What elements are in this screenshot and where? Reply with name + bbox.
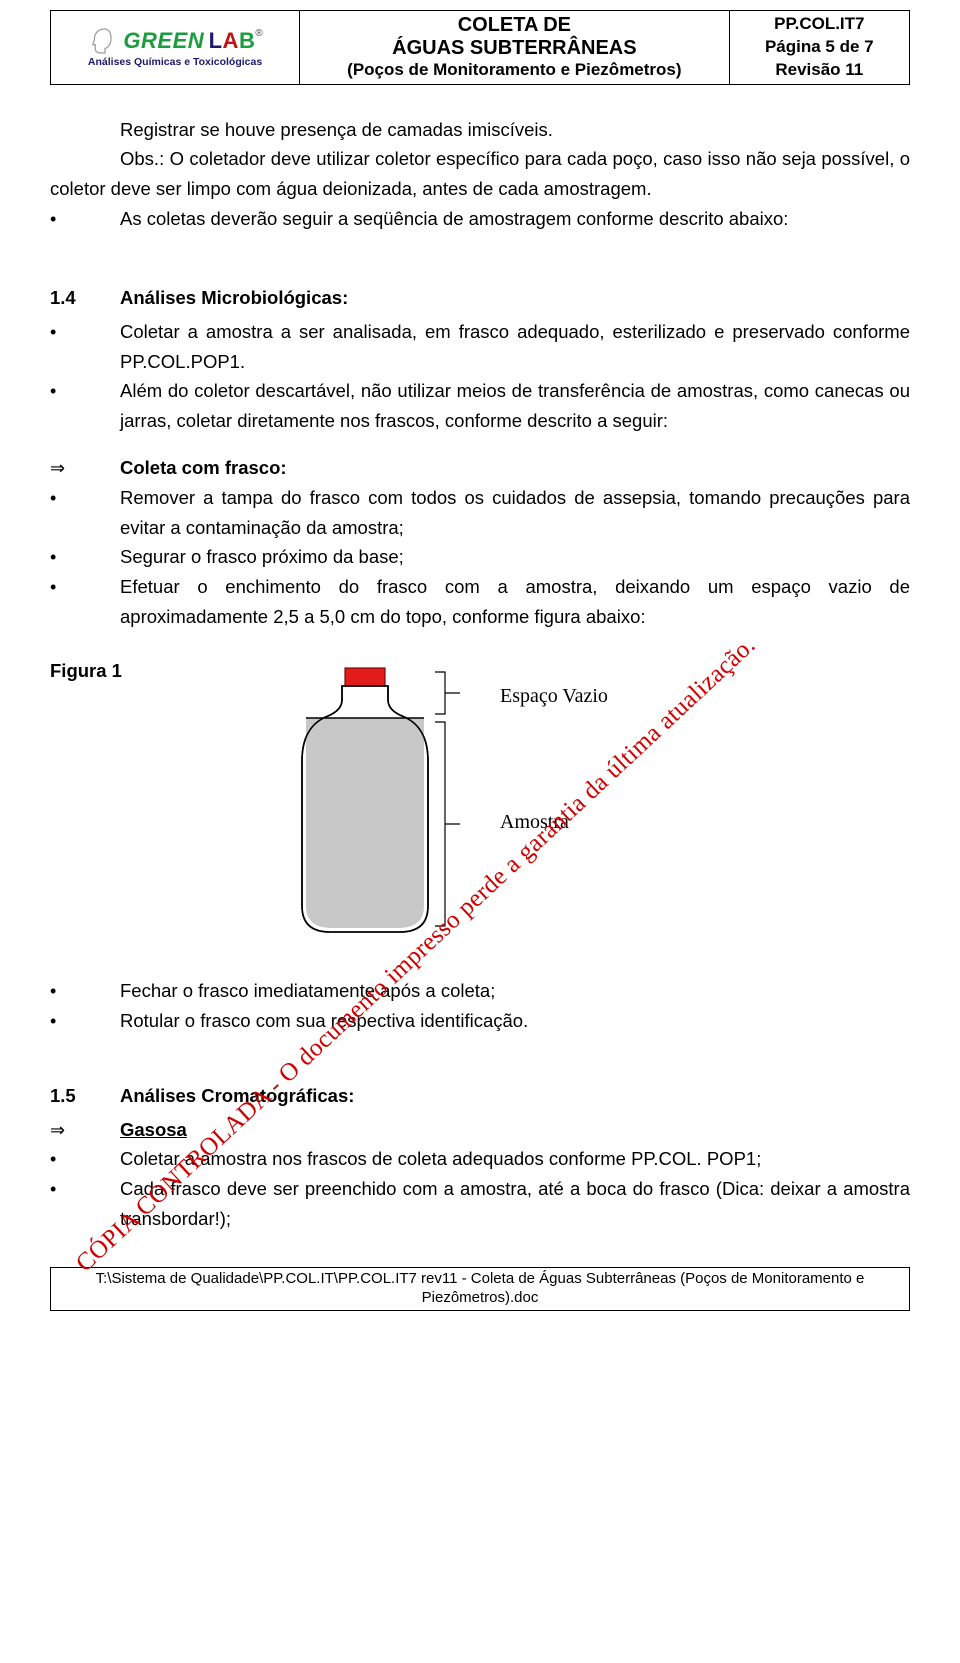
logo: GREEN LAB ® Análises Químicas e Toxicoló…: [59, 24, 291, 70]
doc-title-line1: COLETA DE: [308, 14, 721, 37]
arrow-icon: [50, 453, 120, 483]
bullet-icon: [50, 542, 120, 572]
figure-1: Figura 1: [50, 656, 910, 956]
bullet-icon: [50, 1144, 120, 1174]
bullet-icon: [50, 976, 120, 1006]
figure-label-amostra: Amostra: [500, 806, 569, 838]
doc-revision: Revisão 11: [738, 59, 901, 82]
doc-title-sub: (Poços de Monitoramento e Piezômetros): [308, 60, 721, 80]
bullet-text: Efetuar o enchimento do frasco com a amo…: [120, 572, 910, 631]
bullet-icon: [50, 204, 120, 234]
bullet-item: Segurar o frasco próximo da base;: [50, 542, 910, 572]
bullet-item: Coletar a amostra a ser analisada, em fr…: [50, 317, 910, 376]
brand-lab: LAB: [209, 28, 256, 54]
section-heading-1-5: 1.5Análises Cromatográficas:: [50, 1081, 910, 1111]
bullet-icon: [50, 1174, 120, 1233]
arrow-item: Coleta com frasco:: [50, 453, 910, 483]
bullet-item: Fechar o frasco imediatamente após a col…: [50, 976, 910, 1006]
brand-green: GREEN: [123, 28, 204, 53]
content-body: Registrar se houve presença de camadas i…: [50, 115, 910, 1233]
document-page: GREEN LAB ® Análises Químicas e Toxicoló…: [0, 0, 960, 1663]
paragraph: Obs.: O coletador deve utilizar coletor …: [50, 144, 910, 203]
footer-path: T:\Sistema de Qualidade\PP.COL.IT\PP.COL…: [51, 1268, 910, 1311]
bullet-item: Cada frasco deve ser preenchido com a am…: [50, 1174, 910, 1233]
bullet-text: Coletar a amostra a ser analisada, em fr…: [120, 317, 910, 376]
logo-cell: GREEN LAB ® Análises Químicas e Toxicoló…: [51, 11, 300, 85]
bullet-item: Coletar a amostra nos frascos de coleta …: [50, 1144, 910, 1174]
logo-subtitle: Análises Químicas e Toxicológicas: [88, 56, 262, 68]
bullet-text: Remover a tampa do frasco com todos os c…: [120, 483, 910, 542]
bullet-item: As coletas deverão seguir a seqüência de…: [50, 204, 910, 234]
title-cell: COLETA DE ÁGUAS SUBTERRÂNEAS (Poços de M…: [300, 11, 730, 85]
paragraph: Registrar se houve presença de camadas i…: [50, 115, 910, 145]
arrow-label: Coleta com frasco:: [120, 453, 287, 483]
bullet-item: Efetuar o enchimento do frasco com a amo…: [50, 572, 910, 631]
bullet-icon: [50, 572, 120, 631]
bullet-icon: [50, 1006, 120, 1036]
footer-table: T:\Sistema de Qualidade\PP.COL.IT\PP.COL…: [50, 1267, 910, 1311]
bottle-svg: [290, 666, 490, 946]
doc-code: PP.COL.IT7: [738, 13, 901, 36]
bullet-icon: [50, 483, 120, 542]
bullet-text: Cada frasco deve ser preenchido com a am…: [120, 1174, 910, 1233]
doc-page: Página 5 de 7: [738, 36, 901, 59]
bullet-icon: [50, 376, 120, 435]
section-heading-1-4: 1.4Análises Microbiológicas:: [50, 283, 910, 313]
bullet-icon: [50, 317, 120, 376]
header-table: GREEN LAB ® Análises Químicas e Toxicoló…: [50, 10, 910, 85]
bullet-item: Rotular o frasco com sua respectiva iden…: [50, 1006, 910, 1036]
bullet-text: Coletar a amostra nos frascos de coleta …: [120, 1144, 910, 1174]
bottle-illustration: [290, 666, 490, 955]
bullet-text: Segurar o frasco próximo da base;: [120, 542, 910, 572]
bullet-text: Além do coletor descartável, não utiliza…: [120, 376, 910, 435]
bullet-text: Rotular o frasco com sua respectiva iden…: [120, 1006, 910, 1036]
bullet-text: As coletas deverão seguir a seqüência de…: [120, 204, 910, 234]
arrow-icon: [50, 1115, 120, 1145]
meta-cell: PP.COL.IT7 Página 5 de 7 Revisão 11: [729, 11, 909, 85]
registered-icon: ®: [255, 28, 262, 39]
head-profile-icon: [87, 26, 117, 56]
figure-label: Figura 1: [50, 656, 122, 686]
figure-label-espaco: Espaço Vazio: [500, 680, 608, 712]
bullet-item: Remover a tampa do frasco com todos os c…: [50, 483, 910, 542]
doc-title-line2: ÁGUAS SUBTERRÂNEAS: [308, 37, 721, 60]
bullet-item: Além do coletor descartável, não utiliza…: [50, 376, 910, 435]
bullet-text: Fechar o frasco imediatamente após a col…: [120, 976, 910, 1006]
arrow-item: Gasosa: [50, 1115, 910, 1145]
arrow-label: Gasosa: [120, 1115, 187, 1145]
